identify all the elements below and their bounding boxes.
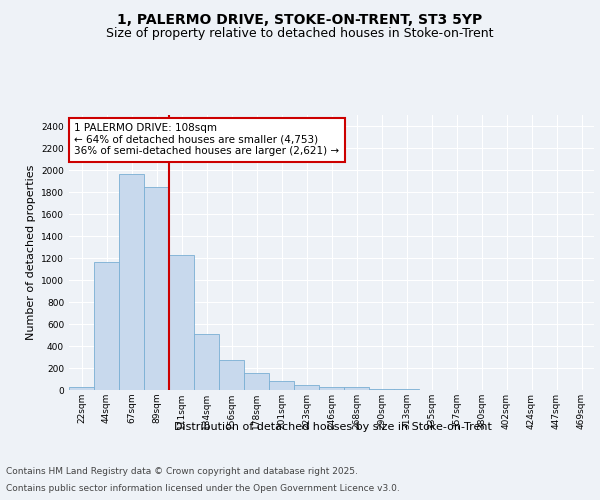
Bar (144, 186, 169, 390)
Bar (169, 254, 194, 390)
Bar (119, 174, 144, 390)
Text: Size of property relative to detached houses in Stoke-on-Trent: Size of property relative to detached ho… (106, 28, 494, 40)
Text: Contains HM Land Registry data © Crown copyright and database right 2025.: Contains HM Land Registry data © Crown c… (6, 468, 358, 476)
Bar (69, 387, 94, 390)
Text: Contains public sector information licensed under the Open Government Licence v3: Contains public sector information licen… (6, 484, 400, 493)
Text: 1, PALERMO DRIVE, STOKE-ON-TRENT, ST3 5YP: 1, PALERMO DRIVE, STOKE-ON-TRENT, ST3 5Y… (118, 12, 482, 26)
Bar (219, 360, 244, 390)
Bar (244, 373, 269, 390)
Bar (294, 385, 319, 390)
Y-axis label: Number of detached properties: Number of detached properties (26, 165, 35, 340)
Bar (319, 386, 344, 390)
Bar (194, 334, 219, 390)
Bar (269, 380, 294, 390)
Text: 1 PALERMO DRIVE: 108sqm
← 64% of detached houses are smaller (4,753)
36% of semi: 1 PALERMO DRIVE: 108sqm ← 64% of detache… (74, 123, 340, 156)
Bar (94, 262, 119, 390)
Bar (369, 389, 394, 390)
Text: Distribution of detached houses by size in Stoke-on-Trent: Distribution of detached houses by size … (174, 422, 492, 432)
Bar (344, 387, 369, 390)
